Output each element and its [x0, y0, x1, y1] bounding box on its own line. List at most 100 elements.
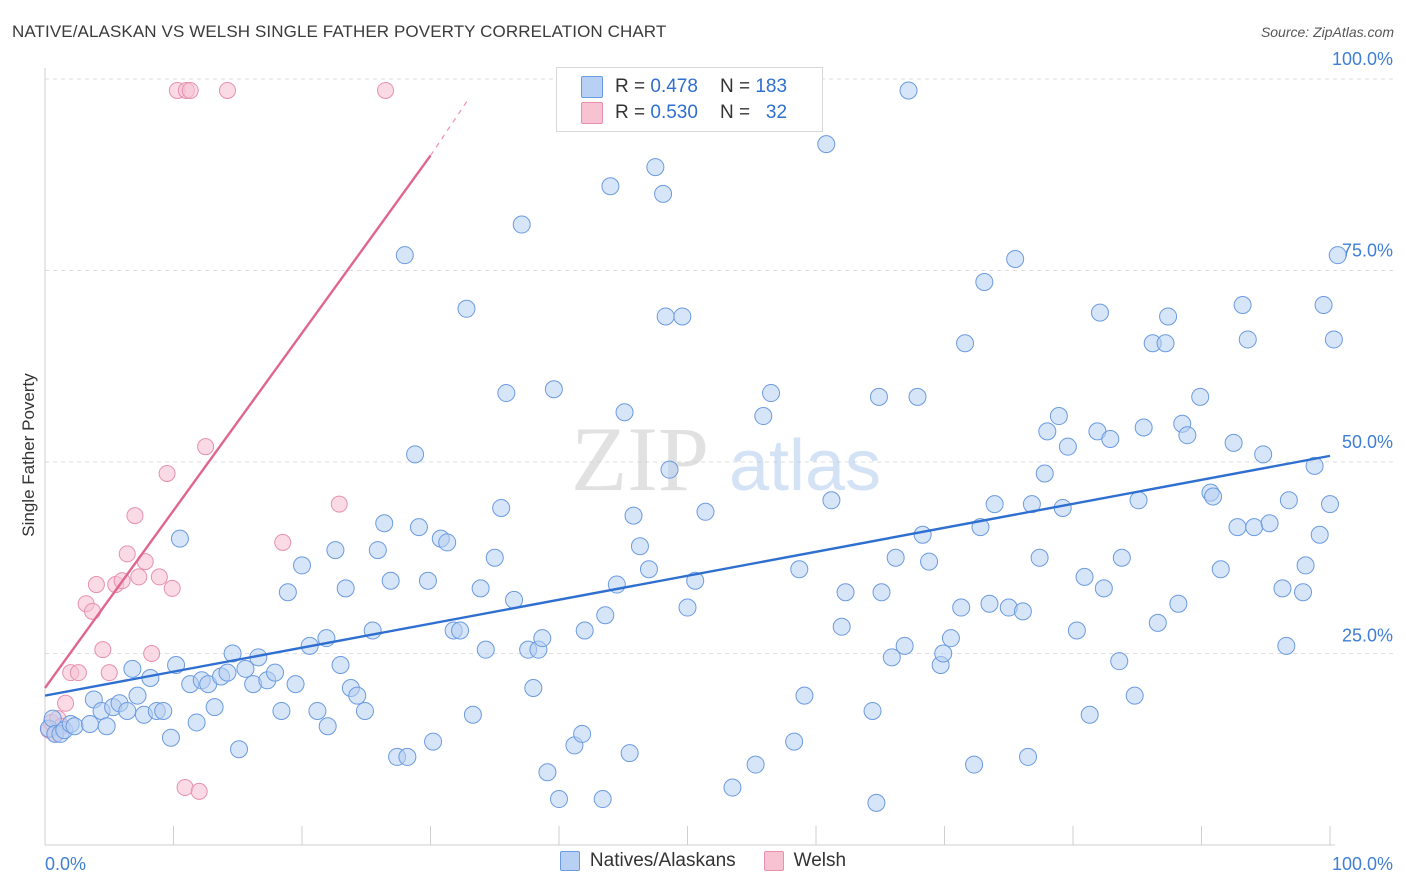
- natives-point-126: [941, 629, 960, 648]
- natives-point-93: [639, 560, 658, 579]
- natives-point-44: [318, 717, 337, 736]
- natives-point-100: [686, 571, 705, 590]
- series-legend: Natives/Alaskans Welsh: [0, 850, 1406, 872]
- welsh-point-7: [69, 664, 87, 682]
- natives-point-54: [381, 571, 400, 590]
- natives-point-78: [533, 629, 552, 648]
- welsh-point-19: [143, 645, 161, 662]
- natives-point-87: [601, 177, 620, 196]
- natives-point-176: [1277, 636, 1296, 655]
- natives-point-101: [696, 502, 715, 521]
- natives-point-59: [409, 518, 428, 537]
- natives-point-141: [1038, 422, 1057, 441]
- natives-point-173: [1254, 445, 1273, 464]
- natives-point-66: [457, 299, 476, 318]
- natives-point-158: [1148, 613, 1167, 632]
- natives-point-83: [573, 724, 592, 743]
- natives-point-123: [920, 552, 939, 571]
- natives-point-160: [1159, 307, 1178, 326]
- natives-point-14: [123, 659, 142, 678]
- natives-point-171: [1238, 330, 1257, 349]
- natives-point-42: [308, 701, 327, 720]
- chart-title: NATIVE/ALASKAN VS WELSH SINGLE FATHER PO…: [12, 22, 667, 41]
- legend-row-natives: R = 0.478 N = 183: [581, 75, 787, 99]
- natives-point-7: [80, 714, 99, 733]
- natives-point-65: [451, 621, 470, 640]
- legend-label-natives: Natives/Alaskans: [589, 850, 736, 871]
- natives-point-98: [673, 307, 692, 326]
- welsh-point-15: [118, 545, 136, 563]
- natives-point-161: [1169, 594, 1188, 613]
- natives-point-107: [790, 560, 809, 579]
- natives-point-177: [1279, 491, 1298, 510]
- tick-labels: 25.0% 50.0% 75.0% 100.0% 0.0% 100.0%: [45, 49, 1393, 874]
- natives-point-74: [512, 215, 531, 234]
- source-label: Source: ZipAtlas.com: [1260, 24, 1394, 40]
- welsh-point-20: [150, 568, 168, 586]
- natives-point-118: [886, 548, 905, 567]
- welsh-points: [40, 81, 395, 800]
- y-axis-label: Single Father Poverty: [19, 373, 38, 537]
- natives-point-96: [656, 307, 675, 326]
- natives-point-128: [956, 334, 975, 353]
- welsh-point-11: [94, 641, 112, 659]
- natives-point-163: [1178, 426, 1197, 445]
- natives-point-97: [660, 460, 679, 479]
- legend-item-natives: Natives/Alaskans: [559, 850, 736, 872]
- natives-point-114: [867, 793, 886, 812]
- legend-row-welsh: R = 0.530 N = 32: [581, 101, 787, 125]
- natives-point-149: [1090, 303, 1109, 322]
- welsh-n-label: N =: [719, 102, 751, 123]
- welsh-point-5: [57, 694, 75, 712]
- x-tick-label-0: 0.0%: [45, 854, 86, 874]
- natives-point-29: [218, 663, 237, 682]
- natives-point-37: [272, 701, 291, 720]
- natives-point-27: [205, 698, 224, 717]
- legend-label-welsh: Welsh: [793, 850, 847, 871]
- natives-point-150: [1094, 579, 1113, 598]
- natives-point-47: [336, 579, 355, 598]
- natives-point-102: [723, 778, 742, 797]
- natives-point-57: [398, 747, 417, 766]
- natives-point-53: [375, 514, 394, 533]
- welsh-point-26: [181, 81, 199, 99]
- natives-point-179: [1296, 556, 1315, 575]
- natives-point-132: [980, 594, 999, 613]
- natives-point-60: [418, 571, 437, 590]
- correlation-legend: R = 0.478 N = 183 R = 0.530 N = 32: [556, 67, 823, 132]
- natives-point-131: [975, 272, 994, 291]
- natives-swatch: [581, 76, 603, 98]
- natives-point-146: [1075, 567, 1094, 586]
- natives-point-121: [908, 387, 927, 406]
- welsh-point-28: [197, 438, 215, 456]
- y-tick-label-2: 75.0%: [1342, 241, 1393, 261]
- natives-point-167: [1211, 560, 1230, 579]
- welsh-point-31: [330, 495, 348, 513]
- natives-point-164: [1191, 387, 1210, 406]
- natives-point-61: [424, 732, 443, 751]
- natives-point-91: [624, 506, 643, 525]
- natives-point-30: [223, 644, 242, 663]
- natives-point-112: [836, 583, 855, 602]
- natives-point-68: [471, 579, 490, 598]
- natives-point-39: [286, 675, 305, 694]
- natives-point-168: [1224, 433, 1243, 452]
- natives-point-86: [596, 606, 615, 625]
- natives-point-85: [593, 790, 612, 809]
- natives-point-36: [266, 663, 285, 682]
- natives-point-151: [1101, 430, 1120, 449]
- welsh-regression-extension: [430, 97, 470, 156]
- natives-point-133: [985, 495, 1004, 514]
- natives-point-135: [1006, 250, 1025, 269]
- gridlines: [45, 78, 1395, 654]
- natives-point-24: [187, 713, 206, 732]
- natives-point-108: [795, 686, 814, 705]
- natives-point-117: [882, 648, 901, 667]
- welsh-point-9: [84, 602, 102, 620]
- natives-point-145: [1067, 621, 1086, 640]
- welsh-regression-line: [44, 154, 432, 689]
- natives-point-127: [952, 598, 971, 617]
- natives-point-81: [550, 790, 568, 809]
- natives-point-136: [1013, 602, 1032, 621]
